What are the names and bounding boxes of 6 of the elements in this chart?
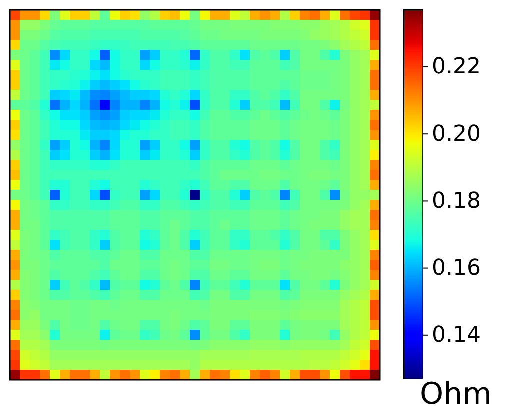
color-bar-label: 0.18: [432, 188, 481, 214]
color-bar-label: 0.14: [432, 323, 481, 348]
color-bar-label: 0.16: [432, 256, 481, 282]
color-bar-title: Ohm: [420, 377, 492, 406]
color-bar-label: 0.20: [432, 122, 481, 147]
color-bar-label: 0.22: [432, 54, 481, 80]
